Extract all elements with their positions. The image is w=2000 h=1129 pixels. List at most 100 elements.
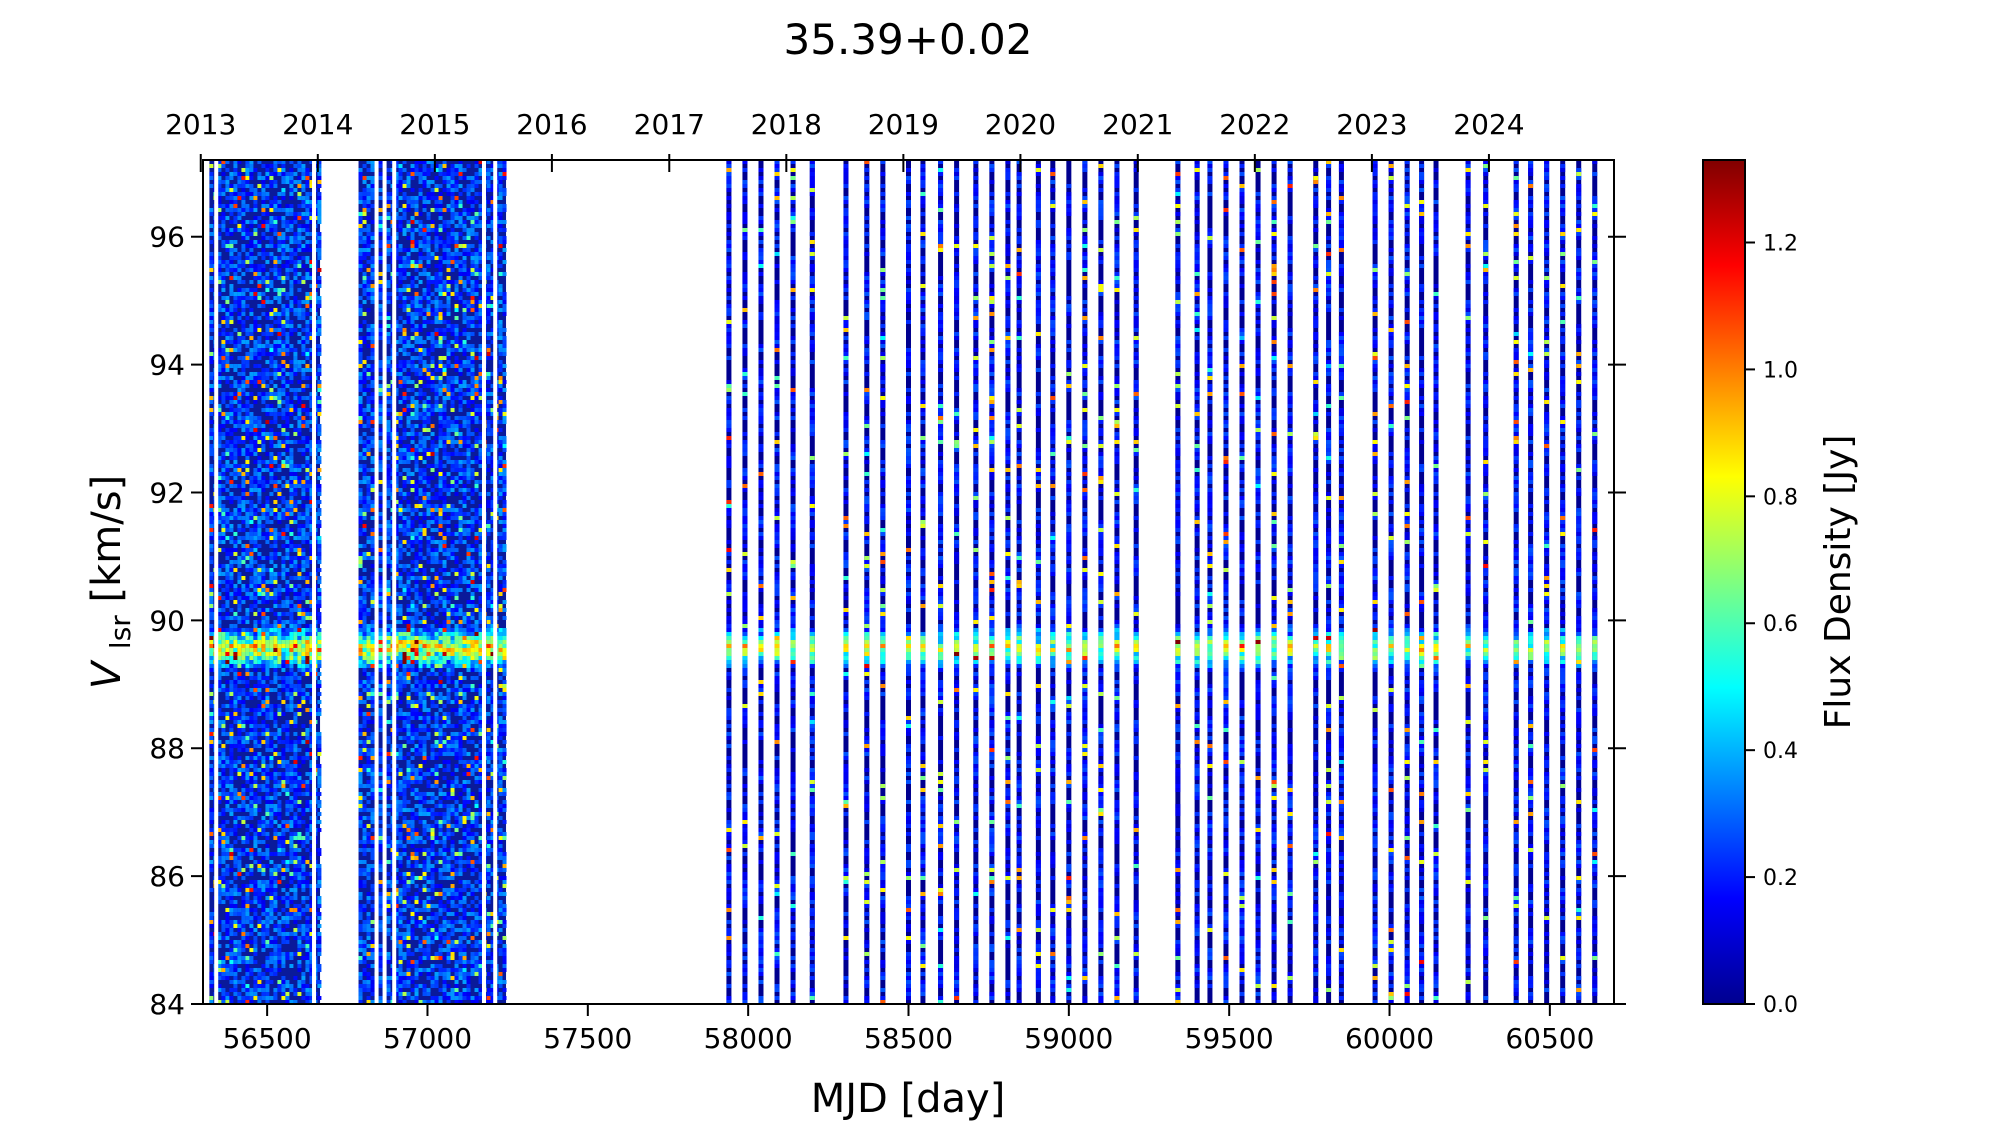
epoch-strip <box>775 160 780 1004</box>
dense-epoch-block <box>209 160 321 1004</box>
epoch-strip <box>1098 160 1103 1004</box>
year-tick-label: 2022 <box>1219 108 1290 141</box>
x-axis-ticks: 56500 57000 57500 58000 58500 59000 59500 60000… <box>223 1004 1595 1055</box>
epoch-strip <box>973 160 978 1004</box>
epoch-strip <box>1050 160 1055 1004</box>
sparse-epochs <box>726 160 1597 1004</box>
epoch-strip <box>1288 160 1293 1004</box>
epoch-strip <box>1195 160 1200 1004</box>
year-tick-label: 2015 <box>399 108 470 141</box>
colorbar-tick-label: 0.4 <box>1763 739 1798 764</box>
year-tick-label: 2013 <box>165 108 236 141</box>
x-tick-label: 57000 <box>383 1022 472 1055</box>
y-axis-label-unit: [km/s] <box>84 475 130 603</box>
colorbar <box>1703 160 1745 1004</box>
epoch-strip <box>1419 160 1424 1004</box>
epoch-strip <box>1005 160 1010 1004</box>
year-tick-label: 2019 <box>868 108 939 141</box>
year-tick-label: 2020 <box>985 108 1056 141</box>
plot-area <box>209 160 1597 1004</box>
colorbar-tick-label: 0.8 <box>1763 485 1798 510</box>
y-axis-label: V lsr [km/s] <box>84 475 140 689</box>
epoch-strip <box>810 160 815 1004</box>
year-tick-label: 2016 <box>516 108 587 141</box>
epoch-strip <box>1528 160 1533 1004</box>
x-tick-label: 56500 <box>223 1022 312 1055</box>
epoch-strip <box>1017 160 1022 1004</box>
epoch-strip <box>1483 160 1488 1004</box>
colorbar-tick-label: 0.6 <box>1763 612 1798 637</box>
dense-epochs <box>209 160 506 1004</box>
x-tick-label: 59000 <box>1024 1022 1113 1055</box>
epoch-strip <box>954 160 959 1004</box>
epoch-strip <box>726 160 731 1004</box>
colorbar-tick-label: 1.0 <box>1763 358 1798 383</box>
y-tick-label: 90 <box>149 604 185 637</box>
x-tick-label: 58000 <box>704 1022 793 1055</box>
x-tick-label: 60000 <box>1345 1022 1434 1055</box>
epoch-strip <box>843 160 848 1004</box>
y-tick-label: 84 <box>149 988 185 1021</box>
year-tick-label: 2014 <box>282 108 353 141</box>
epoch-strip <box>1256 160 1261 1004</box>
epoch-strip <box>1066 160 1071 1004</box>
colorbar-label: Flux Density [Jy] <box>1818 435 1859 730</box>
epoch-strip <box>1434 160 1439 1004</box>
epoch-strip <box>880 160 885 1004</box>
year-tick-label: 2021 <box>1102 108 1173 141</box>
epoch-strip <box>1592 160 1597 1004</box>
colorbar-tick-label: 1.2 <box>1763 231 1798 256</box>
dense-epoch-block <box>359 160 507 1004</box>
epoch-strip <box>1223 160 1228 1004</box>
year-tick-label: 2024 <box>1453 108 1524 141</box>
epoch-strip <box>1134 160 1139 1004</box>
epoch-strip <box>906 160 911 1004</box>
epoch-strip <box>1373 160 1378 1004</box>
epoch-strip <box>758 160 763 1004</box>
y-tick-label: 86 <box>149 860 185 893</box>
epoch-strip <box>1207 160 1212 1004</box>
epoch-strip <box>1514 160 1519 1004</box>
chart-title: 35.39+0.02 <box>784 15 1033 64</box>
epoch-strip <box>1114 160 1119 1004</box>
epoch-strip <box>1466 160 1471 1004</box>
epoch-strip <box>1175 160 1180 1004</box>
x-tick-label: 57500 <box>543 1022 632 1055</box>
x-tick-label: 60500 <box>1505 1022 1594 1055</box>
epoch-strip <box>938 160 943 1004</box>
x-tick-label: 59500 <box>1185 1022 1274 1055</box>
epoch-strip <box>1326 160 1331 1004</box>
year-tick-label: 2018 <box>751 108 822 141</box>
epoch-strip <box>989 160 994 1004</box>
epoch-strip <box>1389 160 1394 1004</box>
epoch-strip <box>920 160 925 1004</box>
y-tick-label: 92 <box>149 476 185 509</box>
epoch-strip <box>1082 160 1087 1004</box>
year-tick-label: 2023 <box>1336 108 1407 141</box>
y-axis-label-sub: lsr <box>104 615 137 649</box>
y-axis-label-main: V <box>84 659 130 689</box>
year-tick-label: 2017 <box>634 108 705 141</box>
colorbar-tick-label: 0.0 <box>1763 993 1798 1018</box>
y-tick-label: 88 <box>149 732 185 765</box>
epoch-strip <box>791 160 796 1004</box>
epoch-strip <box>1313 160 1318 1004</box>
epoch-strip <box>1576 160 1581 1004</box>
epoch-strip <box>1272 160 1277 1004</box>
y-tick-label: 96 <box>149 221 185 254</box>
epoch-strip <box>1405 160 1410 1004</box>
x-axis-label: MJD [day] <box>811 1076 1006 1122</box>
epoch-strip <box>1240 160 1245 1004</box>
epoch-strip <box>864 160 869 1004</box>
epoch-strip <box>1544 160 1549 1004</box>
epoch-strip <box>1339 160 1344 1004</box>
x-tick-label: 58500 <box>864 1022 953 1055</box>
epoch-strip <box>742 160 747 1004</box>
colorbar-tick-label: 0.2 <box>1763 866 1798 891</box>
colorbar-ticks: 0.0 0.2 0.4 0.6 0.8 1.0 1.2 <box>1745 231 1798 1018</box>
epoch-strip <box>1036 160 1041 1004</box>
y-tick-label: 94 <box>149 349 185 382</box>
epoch-strip <box>1560 160 1565 1004</box>
